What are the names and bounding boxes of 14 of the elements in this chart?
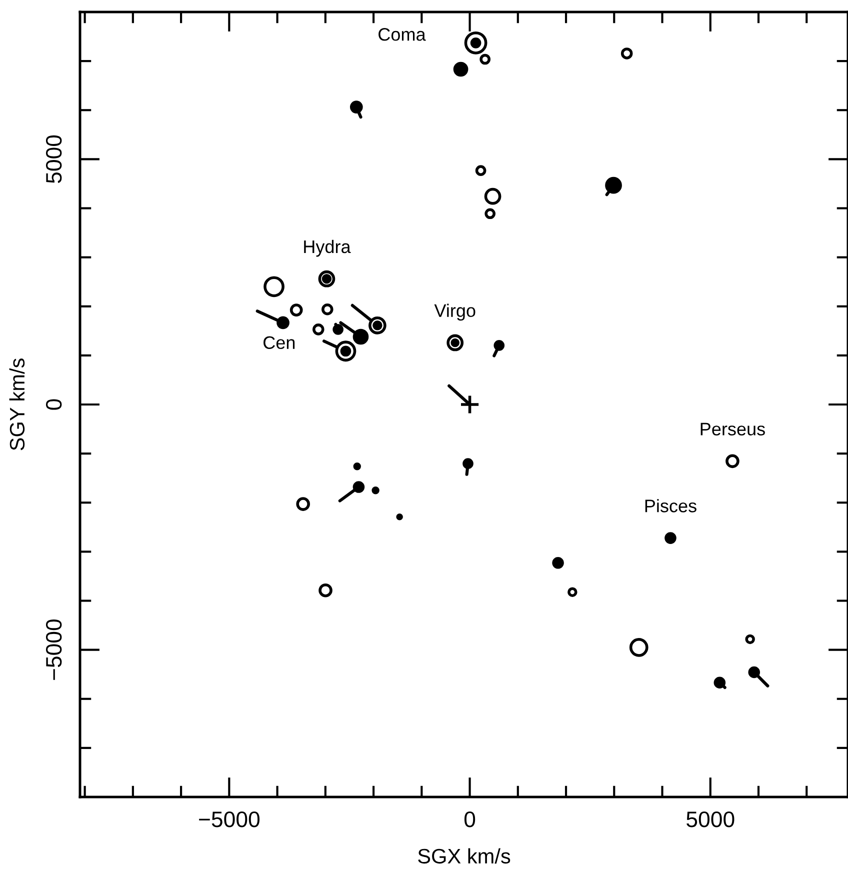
annotation: Pisces	[645, 499, 696, 512]
y-tick-label: −5000	[46, 619, 62, 680]
x-axis-title: SGX km/s	[418, 848, 510, 864]
x-tick-label: 5000	[686, 811, 734, 828]
annotation: Perseus	[700, 422, 765, 436]
annotation: Hydra	[304, 240, 351, 257]
x-tick-label: 0	[464, 811, 476, 828]
y-tick-label: 5000	[46, 135, 62, 184]
annotation: Virgo	[434, 304, 476, 321]
annotation: Cen	[264, 336, 295, 350]
y-axis-title: SGY km/s	[9, 358, 25, 450]
annotation: Coma	[378, 28, 426, 41]
x-tick-label: −5000	[199, 811, 260, 828]
y-tick-label: 0	[46, 399, 62, 410]
